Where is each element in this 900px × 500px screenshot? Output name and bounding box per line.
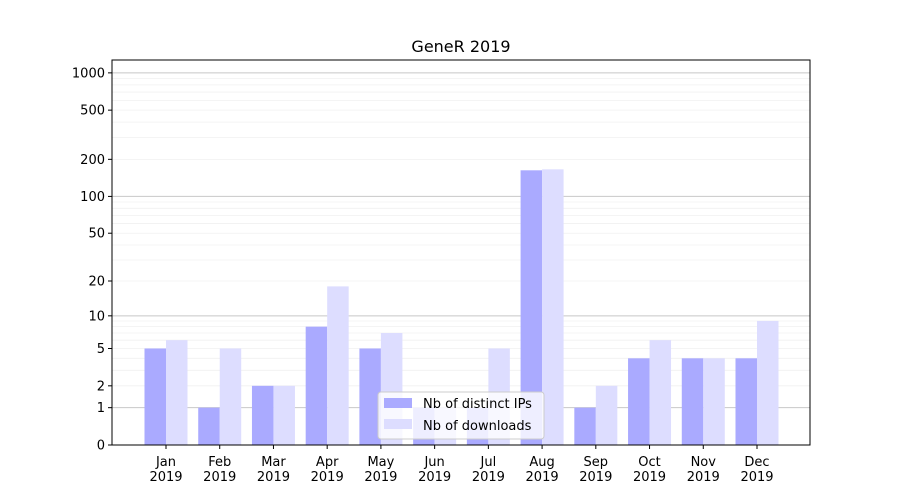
x-tick-label: Jun 2019 [418,455,451,485]
bar-downloads [595,385,618,445]
x-tick-label: May 2019 [364,455,397,485]
y-tick-label: 1 [97,401,105,416]
legend-swatch-downloads [384,419,412,429]
bar-downloads [649,340,672,445]
bar-ips [681,358,704,445]
x-tick-label: Jul 2019 [472,455,505,485]
x-tick-label: Mar 2019 [257,455,290,485]
bar-ips [144,348,166,445]
y-tick-label: 100 [80,190,105,205]
bar-ips [251,385,274,445]
y-tick-label: 200 [80,153,105,168]
x-tick-label: Jan 2019 [149,455,182,485]
bar-ips [305,326,328,445]
bar-downloads [757,320,779,445]
y-tick-label: 20 [88,275,105,290]
bar-ips [574,407,596,445]
bar-downloads [542,169,564,446]
x-tick-label: Nov 2019 [687,455,720,485]
legend-swatch-ips [384,398,412,408]
x-tick-label: Feb 2019 [203,455,236,485]
bar-downloads [703,358,725,445]
bar-downloads [166,340,188,445]
x-tick-label: Aug 2019 [526,455,559,485]
bar-ips [520,170,543,445]
y-tick-label: 0 [97,439,105,454]
bar-downloads [273,385,295,445]
bar-ips [198,407,220,445]
legend: Nb of distinct IPs Nb of downloads [377,391,545,440]
y-tick-label: 500 [80,104,105,119]
y-tick-label: 10 [88,309,105,324]
legend-label-downloads: Nb of downloads [423,419,532,434]
bar-downloads [219,348,242,445]
y-tick-label: 1000 [72,66,105,81]
x-tick-label: Oct 2019 [633,455,666,485]
bar-ips [628,358,650,445]
plot-frame [111,59,811,446]
x-tick-label: Dec 2019 [740,455,773,485]
chart-title: GeneR 2019 [411,37,510,56]
bar-downloads [327,286,349,445]
y-tick-label: 50 [88,227,105,242]
x-tick-label: Apr 2019 [311,455,344,485]
y-tick-label: 2 [97,379,105,394]
x-tick-label: Sep 2019 [579,455,612,485]
bar-ips [359,348,381,445]
legend-label-ips: Nb of distinct IPs [423,397,532,412]
bar-ips [735,358,757,445]
y-tick-label: 5 [97,342,105,357]
